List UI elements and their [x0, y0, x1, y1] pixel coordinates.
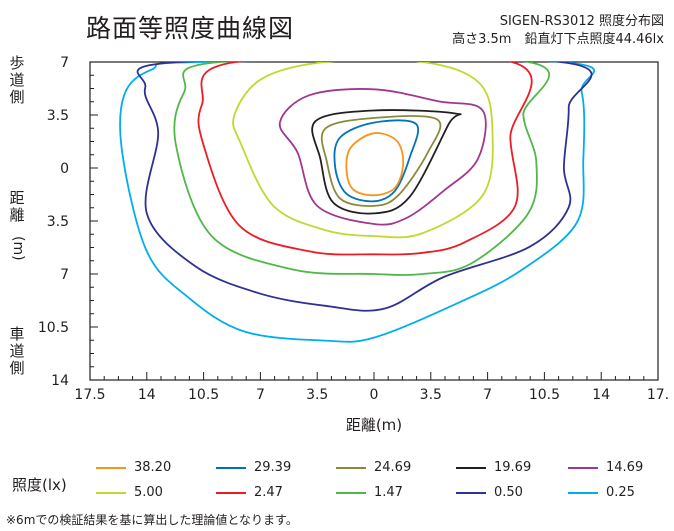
legend-item: 0.25	[568, 485, 635, 500]
legend-swatch	[336, 491, 366, 494]
isolux-contour-19-69	[311, 109, 462, 215]
distance-char-2: 離	[9, 206, 25, 224]
legend-swatch	[216, 466, 246, 469]
legend-label: 38.20	[134, 460, 172, 475]
y-tick-label: 3.5	[47, 214, 69, 230]
x-axis-title: 距離(m)	[346, 416, 402, 434]
legend-item: 2.47	[216, 485, 283, 500]
sidewalk-char-3: 側	[9, 88, 25, 106]
sidewalk-side-label: 歩 道 側	[8, 55, 26, 106]
isolux-contour-0-5	[136, 62, 593, 312]
legend-swatch	[216, 491, 246, 494]
chart-subtitle-model: SIGEN-RS3012 照度分布図	[499, 14, 664, 29]
footnote: ※6mでの検証結果を基に算出した理論値となります。	[6, 513, 298, 527]
legend-item: 38.20	[96, 460, 171, 475]
distance-char-1: 距	[9, 189, 25, 207]
legend-item: 24.69	[336, 460, 411, 475]
x-tick-label: 10.5	[529, 387, 560, 403]
roadway-char-2: 道	[9, 342, 25, 360]
distance-side-label: 距 離	[8, 190, 26, 224]
roadway-side-label: 車 道 側	[8, 326, 26, 377]
roadway-char-3: 側	[9, 359, 25, 377]
legend-label: 14.69	[606, 460, 644, 475]
legend-item: 5.00	[96, 485, 163, 500]
isolux-contour-1-47	[173, 62, 551, 276]
legend-title: 照度(lx)	[12, 476, 67, 494]
isolux-contour-29-39	[333, 119, 420, 203]
y-tick-label: 7	[60, 55, 69, 71]
legend-swatch	[456, 491, 486, 494]
y-tick-label: 7	[60, 267, 69, 283]
legend-swatch	[568, 491, 598, 494]
isolux-contour-24-69	[320, 115, 442, 207]
legend-label: 0.50	[494, 485, 523, 500]
chart-title: 路面等照度曲線図	[86, 14, 295, 43]
roadway-char-1: 車	[9, 325, 25, 343]
legend-label: 5.00	[134, 485, 163, 500]
x-tick-label: 17.5	[74, 387, 105, 403]
legend-label: 24.69	[374, 460, 412, 475]
legend-swatch	[336, 466, 366, 469]
legend-item: 29.39	[216, 460, 291, 475]
x-tick-label: 7	[256, 387, 265, 403]
x-tick-label: 14	[138, 387, 156, 403]
legend-swatch	[96, 466, 126, 469]
isolux-contour-5	[232, 62, 494, 239]
y-tick-label: 14	[51, 373, 69, 389]
legend-item: 19.69	[456, 460, 531, 475]
legend-label: 29.39	[254, 460, 292, 475]
y-tick-label: 0	[60, 161, 69, 177]
legend-item: 14.69	[568, 460, 643, 475]
legend-label: 1.47	[374, 485, 403, 500]
legend-label: 0.25	[606, 485, 635, 500]
x-tick-label: 14	[592, 387, 610, 403]
chart-subtitle-condition: 高さ3.5m 鉛直灯下点照度44.46lx	[452, 32, 664, 47]
y-tick-label: 10.5	[38, 320, 69, 336]
isolux-contour-2-47	[197, 62, 533, 256]
y-tick-label: 3.5	[47, 108, 69, 124]
x-tick-label: 17.	[647, 387, 669, 403]
sidewalk-char-2: 道	[9, 71, 25, 89]
x-tick-label: 7	[483, 387, 492, 403]
legend-label: 19.69	[494, 460, 532, 475]
legend-item: 0.50	[456, 485, 523, 500]
x-tick-label: 3.5	[306, 387, 328, 403]
isolux-contour-14-69	[278, 88, 487, 226]
legend-swatch	[568, 466, 598, 469]
x-tick-label: 3.5	[420, 387, 442, 403]
x-tick-label: 0	[370, 387, 379, 403]
legend-swatch	[456, 466, 486, 469]
sidewalk-char-1: 歩	[9, 54, 25, 72]
legend-swatch	[96, 491, 126, 494]
legend-item: 1.47	[336, 485, 403, 500]
x-tick-label: 10.5	[188, 387, 219, 403]
legend-label: 2.47	[254, 485, 283, 500]
isolux-contour-38-2	[345, 132, 405, 197]
